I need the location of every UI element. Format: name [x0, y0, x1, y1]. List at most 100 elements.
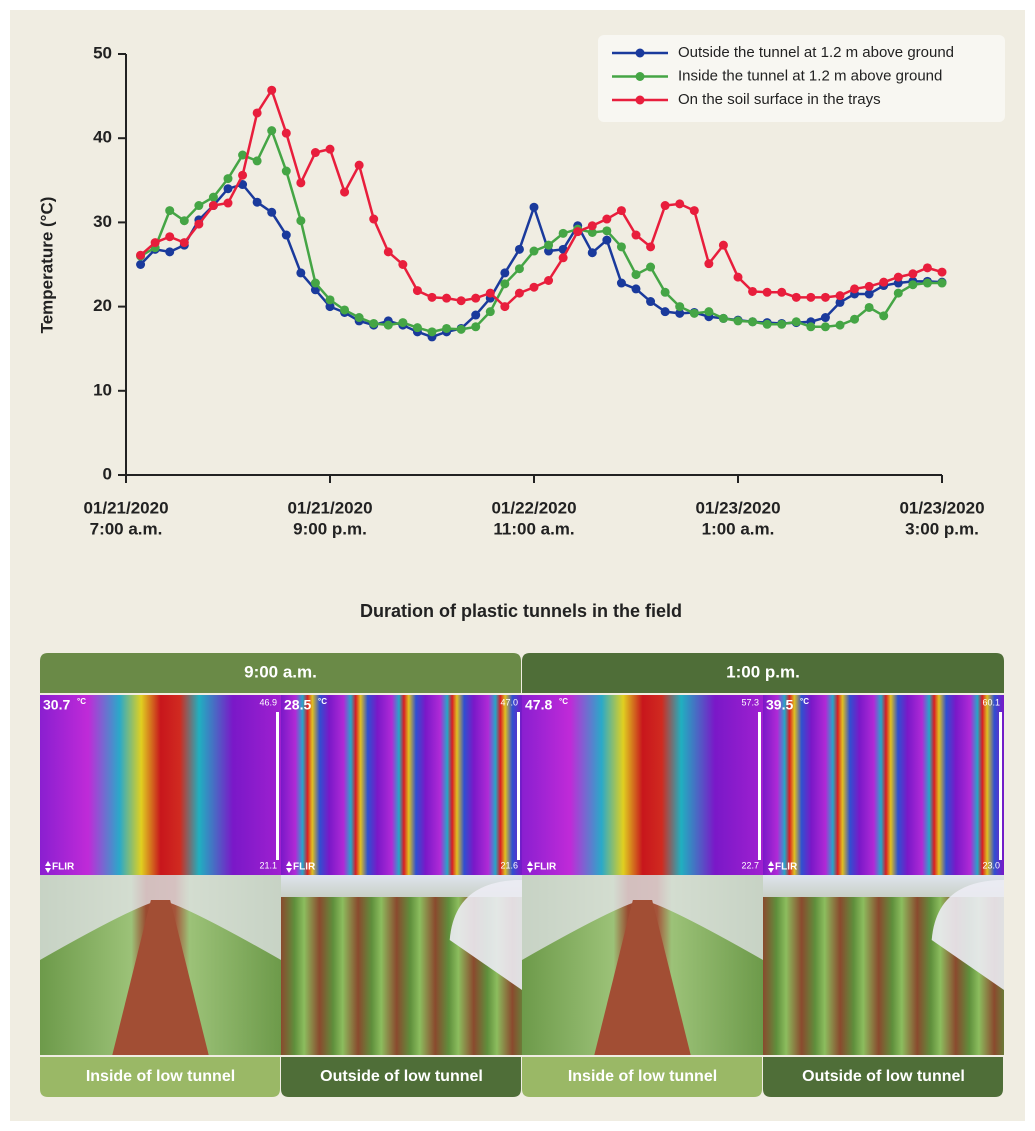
thermal-scale	[999, 712, 1002, 860]
thermal-scale	[276, 712, 279, 860]
caption-bar	[763, 1057, 1003, 1097]
data-point	[442, 323, 452, 333]
legend: Outside the tunnel at 1.2 m above ground…	[598, 35, 1005, 122]
data-point	[398, 260, 408, 269]
data-point	[660, 307, 670, 317]
data-point	[748, 286, 758, 296]
data-point	[150, 238, 160, 248]
thermal-max: 47.0	[500, 697, 518, 707]
thermal-unit: °C	[318, 697, 327, 706]
flir-icon	[286, 861, 292, 873]
thermal-reading: 30.7	[43, 697, 70, 713]
y-tick-label: 30	[93, 212, 112, 231]
data-point	[238, 180, 248, 190]
data-point	[427, 292, 437, 302]
data-point	[500, 302, 510, 312]
data-point	[850, 314, 860, 324]
thermal-reading: 39.5	[766, 697, 793, 713]
data-point	[864, 289, 874, 299]
flir-icon	[768, 861, 774, 873]
data-point	[893, 288, 903, 298]
x-tick-label: 01/23/2020	[695, 498, 780, 517]
data-point	[325, 144, 335, 154]
data-point	[864, 281, 874, 291]
data-point	[704, 259, 714, 269]
legend-marker	[635, 72, 645, 81]
x-tick-label: 9:00 p.m.	[293, 519, 367, 538]
data-point	[514, 288, 524, 298]
y-tick-label: 0	[103, 464, 112, 483]
data-point	[529, 202, 539, 212]
tunnel-cover	[449, 880, 522, 990]
data-point	[296, 178, 306, 188]
caption-bar	[522, 1057, 762, 1097]
data-point	[267, 126, 277, 136]
data-point	[733, 272, 743, 282]
data-point	[179, 216, 189, 226]
data-point	[208, 201, 218, 211]
data-point	[908, 280, 918, 290]
data-point	[587, 221, 597, 231]
sky	[763, 875, 1004, 897]
soil-path	[112, 900, 209, 1055]
x-axis-title: Duration of plastic tunnels in the field	[360, 601, 682, 621]
data-point	[296, 216, 306, 226]
data-point	[179, 238, 189, 248]
tunnel-cover	[931, 880, 1004, 990]
data-point	[296, 268, 306, 278]
data-point	[937, 267, 947, 277]
data-point	[529, 282, 539, 292]
data-point	[427, 327, 437, 337]
data-point	[471, 293, 481, 303]
data-point	[398, 318, 408, 328]
data-point	[412, 286, 422, 296]
thermal-unit: °C	[77, 697, 86, 706]
thermal-reading: 47.8	[525, 697, 552, 713]
data-point	[442, 293, 452, 303]
data-point	[310, 278, 320, 288]
data-point	[325, 295, 335, 305]
data-point	[820, 292, 830, 302]
data-point	[762, 319, 772, 329]
data-point	[238, 150, 248, 160]
data-point	[602, 226, 612, 236]
y-tick-label: 10	[93, 380, 112, 399]
caption-label: Outside of low tunnel	[320, 1068, 483, 1085]
data-point	[646, 242, 656, 252]
header-bar	[522, 653, 1004, 693]
data-point	[835, 320, 845, 330]
data-point	[850, 284, 860, 294]
data-point	[223, 174, 233, 184]
thermal-image	[763, 695, 1004, 875]
x-tick-label: 1:00 a.m.	[702, 519, 775, 538]
data-point	[500, 279, 510, 289]
data-point	[267, 85, 277, 95]
data-point	[791, 292, 801, 302]
data-point	[675, 199, 685, 209]
thermal-image	[281, 695, 522, 875]
data-point	[281, 230, 291, 240]
x-tick-label: 01/22/2020	[491, 498, 576, 517]
data-point	[777, 319, 787, 329]
thermal-image	[522, 695, 763, 875]
data-point	[922, 263, 932, 273]
data-point	[616, 242, 626, 252]
y-tick-label: 20	[93, 296, 112, 315]
thermal-min: 21.6	[500, 860, 518, 870]
legend-marker	[635, 48, 645, 58]
data-point	[223, 184, 233, 194]
data-point	[631, 270, 641, 280]
data-point	[806, 322, 816, 332]
data-point	[820, 322, 830, 332]
data-point	[602, 214, 612, 224]
data-point	[281, 166, 291, 176]
thermal-min: 23.0	[982, 860, 1000, 870]
thermal-min: 21.1	[259, 860, 277, 870]
data-point	[558, 228, 568, 238]
legend-marker	[635, 95, 645, 105]
data-point	[718, 240, 728, 250]
data-point	[165, 206, 175, 216]
data-point	[165, 232, 175, 242]
